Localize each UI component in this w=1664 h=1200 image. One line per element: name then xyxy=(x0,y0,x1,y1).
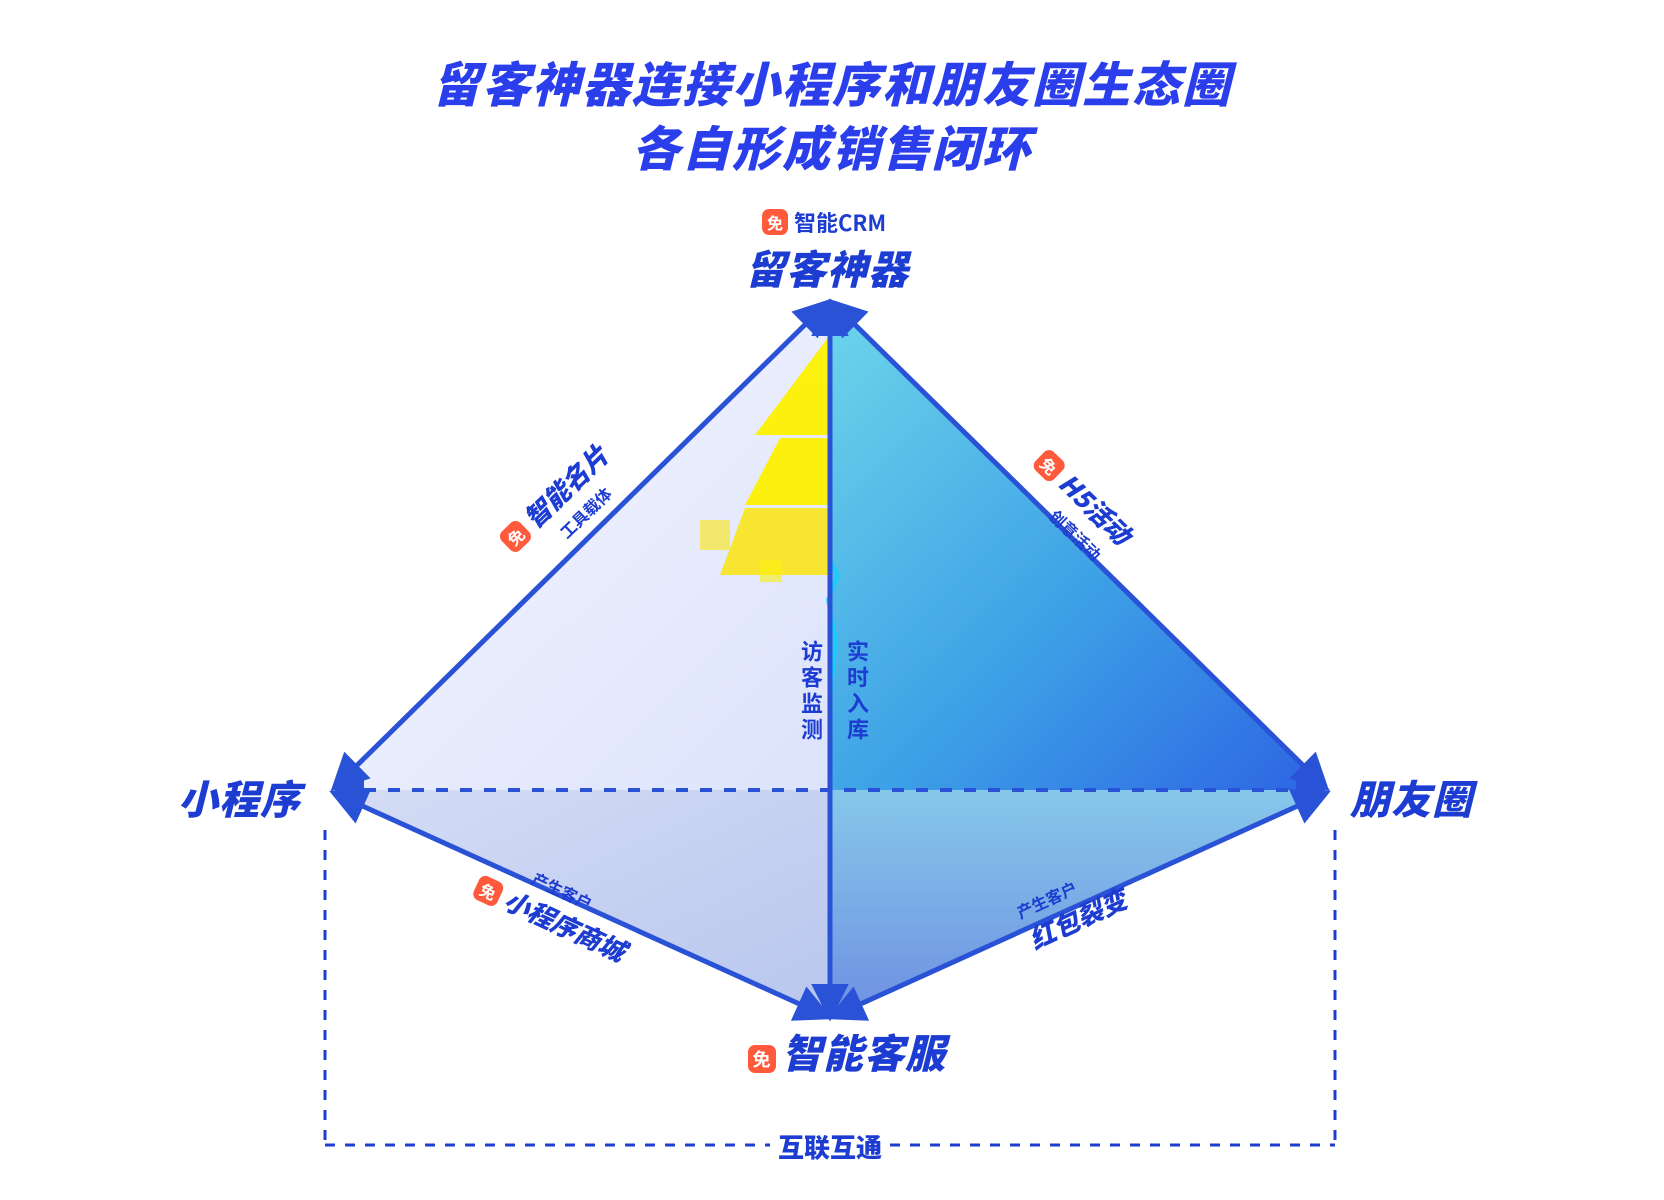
center-right-text: 实时入库 xyxy=(842,640,874,744)
badge-icon: 免 xyxy=(762,209,788,235)
vertex-left: 小程序 xyxy=(178,768,301,826)
center-left-text: 访客监测 xyxy=(796,640,828,744)
vertex-bottom-text: 智能客服 xyxy=(782,1022,946,1080)
vertex-right: 朋友圈 xyxy=(1350,768,1473,826)
badge-icon: 免 xyxy=(748,1045,776,1073)
vertex-top: 留客神器 xyxy=(745,238,909,296)
pyramid-canvas xyxy=(0,0,1664,1200)
vertex-top-caption: 免智能CRM xyxy=(762,206,886,238)
vertex-top-caption-text: 智能CRM xyxy=(794,206,886,238)
bracket-label: 互联互通 xyxy=(778,1128,882,1165)
diagram-stage: 留客神器连接小程序和朋友圈生态圈 各自形成销售闭环 xyxy=(0,0,1664,1200)
vertex-bottom: 免智能客服 xyxy=(748,1022,946,1080)
